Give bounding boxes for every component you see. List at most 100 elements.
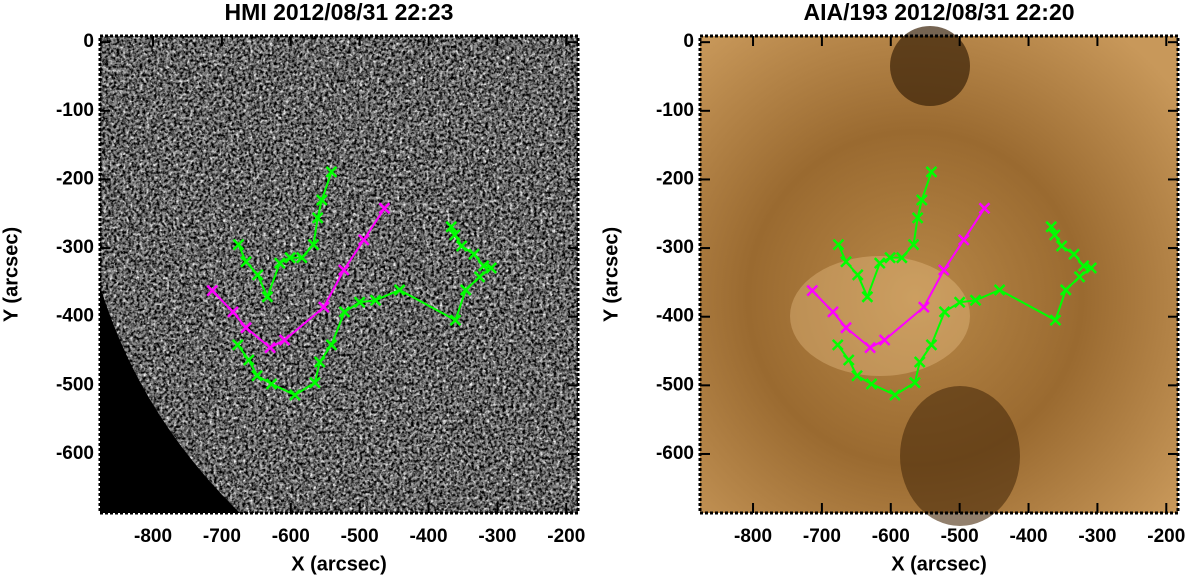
panel-title: AIA/193 2012/08/31 22:20 [803, 0, 1074, 25]
y-tick-label: -100 [56, 100, 94, 121]
trace-marker [313, 356, 326, 368]
trace-marker [909, 376, 921, 389]
trace-marker [957, 233, 970, 246]
y-tick-label: -600 [656, 443, 694, 464]
trace-marker [878, 334, 891, 346]
trace-marker [884, 251, 896, 264]
y-tick-label: -500 [656, 374, 694, 395]
trace-marker [325, 166, 338, 178]
dark-region [900, 386, 1020, 526]
trace-marker [231, 338, 244, 351]
trace-marker [1055, 240, 1068, 252]
off-limb [100, 286, 240, 513]
trace-marker [993, 284, 1006, 296]
trace-marker [311, 211, 324, 224]
trace-marker [251, 268, 264, 281]
y-tick-label: -200 [56, 168, 94, 189]
trace-marker [865, 378, 878, 390]
trace-marker [851, 268, 864, 281]
x-tick-label: -500 [341, 526, 379, 547]
trace-marker [278, 334, 291, 346]
trace-marker [1048, 229, 1061, 241]
x-tick-label: -200 [547, 526, 585, 547]
y-tick-label: 0 [683, 31, 694, 52]
trace-marker [1068, 248, 1080, 261]
trace-marker [861, 290, 874, 303]
y-axis-label: Y (arcsec) [0, 227, 22, 322]
trace-marker [473, 271, 486, 283]
x-tick-label: -200 [1147, 526, 1185, 547]
trace-marker [445, 220, 458, 233]
trace-marker [1049, 314, 1062, 327]
trace-marker [265, 378, 278, 390]
trace-marker [468, 248, 480, 261]
trace-marker [448, 229, 461, 241]
x-tick-label: -700 [803, 526, 841, 547]
trace-marker [917, 301, 930, 313]
trace-marker [911, 211, 924, 224]
trace-marker [353, 296, 366, 309]
trace-marker [284, 251, 296, 264]
x-tick-label: -800 [734, 526, 772, 547]
trace-marker [315, 194, 328, 206]
trace-marker [309, 376, 321, 389]
y-tick-label: -400 [56, 306, 94, 327]
trace-marker [261, 290, 274, 303]
trace-marker [873, 257, 886, 270]
trace-marker [459, 284, 472, 296]
x-tick-label: -700 [203, 526, 241, 547]
y-tick-label: -600 [56, 443, 94, 464]
plot-frame [698, 34, 1180, 515]
y-tick-label: 0 [83, 31, 94, 52]
trace-marker [842, 354, 855, 366]
trace-marker [1077, 260, 1090, 272]
trace-marker [295, 251, 308, 264]
y-tick-label: -200 [656, 168, 694, 189]
y-tick-label: -500 [56, 374, 94, 395]
trace-marker [337, 264, 350, 276]
plot-frame [98, 34, 580, 515]
x-axis-label: X (arcsec) [891, 553, 987, 575]
trace-marker [937, 264, 950, 276]
trace-marker [913, 356, 926, 368]
x-tick-label: -500 [941, 526, 979, 547]
trace-marker [477, 260, 490, 272]
trace-marker [864, 341, 877, 354]
trace-marker [925, 166, 938, 178]
trace-marker [378, 202, 391, 215]
trace-marker [449, 314, 462, 327]
trace-marker [264, 341, 277, 354]
trace-marker [393, 284, 406, 296]
trace-marker [889, 389, 901, 401]
trace-marker [953, 296, 966, 309]
trace-marker [895, 251, 908, 264]
y-tick-label: -100 [656, 100, 694, 121]
y-tick-label: -300 [56, 237, 94, 258]
coronal-hole [890, 26, 970, 106]
x-tick-label: -300 [1078, 526, 1116, 547]
trace-marker [831, 338, 844, 351]
trace-marker [317, 301, 330, 313]
trace-marker [827, 306, 839, 318]
trace-marker [338, 306, 351, 318]
trace-marker [1073, 271, 1086, 283]
trace-marker [832, 238, 845, 251]
trace-marker [455, 240, 468, 252]
trace-marker [840, 321, 852, 334]
panel-title: HMI 2012/08/31 22:23 [225, 0, 454, 25]
trace-marker [273, 257, 286, 270]
trace-marker [1059, 284, 1072, 296]
trace-marker [357, 233, 370, 246]
y-tick-label: -400 [656, 306, 694, 327]
y-tick-label: -300 [656, 237, 694, 258]
x-axis-label: X (arcsec) [291, 553, 387, 575]
trace-marker [851, 369, 863, 382]
trace-marker [307, 238, 320, 251]
trace-marker [925, 338, 938, 351]
trace-marker [1045, 220, 1058, 233]
trace-marker [938, 306, 951, 318]
trace-marker [907, 238, 920, 251]
x-tick-label: -400 [410, 526, 448, 547]
